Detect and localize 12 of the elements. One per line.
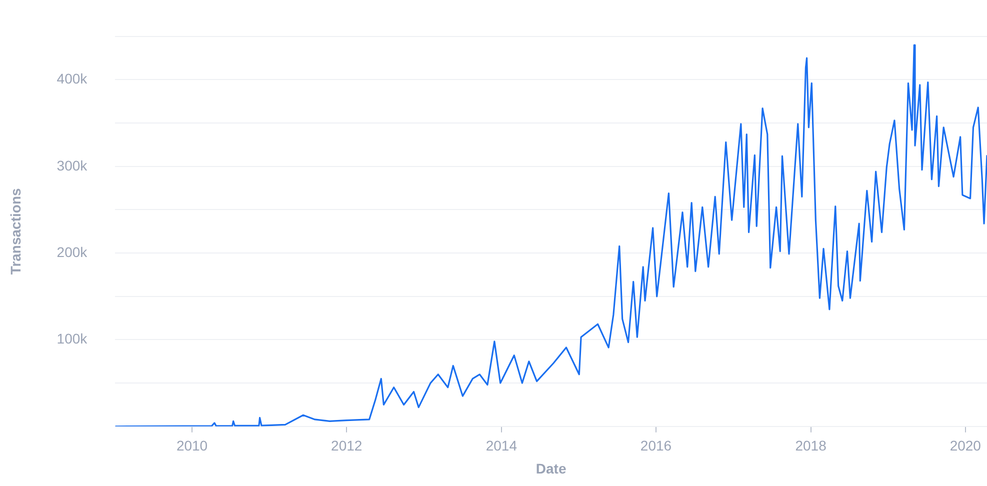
x-tick-label: 2018 bbox=[795, 438, 827, 454]
y-tick-label: 300k bbox=[56, 157, 88, 174]
x-tick-label: 2020 bbox=[950, 438, 982, 454]
y-axis-title: Transactions bbox=[7, 188, 24, 275]
x-tick-label: 2010 bbox=[176, 438, 208, 454]
x-tick-label: 2016 bbox=[640, 438, 672, 454]
y-tick-label: 400k bbox=[56, 70, 88, 87]
y-tick-label: 100k bbox=[56, 330, 88, 347]
y-tick-label: 200k bbox=[56, 244, 88, 260]
x-tick-label: 2014 bbox=[486, 438, 518, 454]
x-tick-label: 2012 bbox=[331, 438, 362, 454]
x-axis-title: Date bbox=[536, 460, 566, 476]
